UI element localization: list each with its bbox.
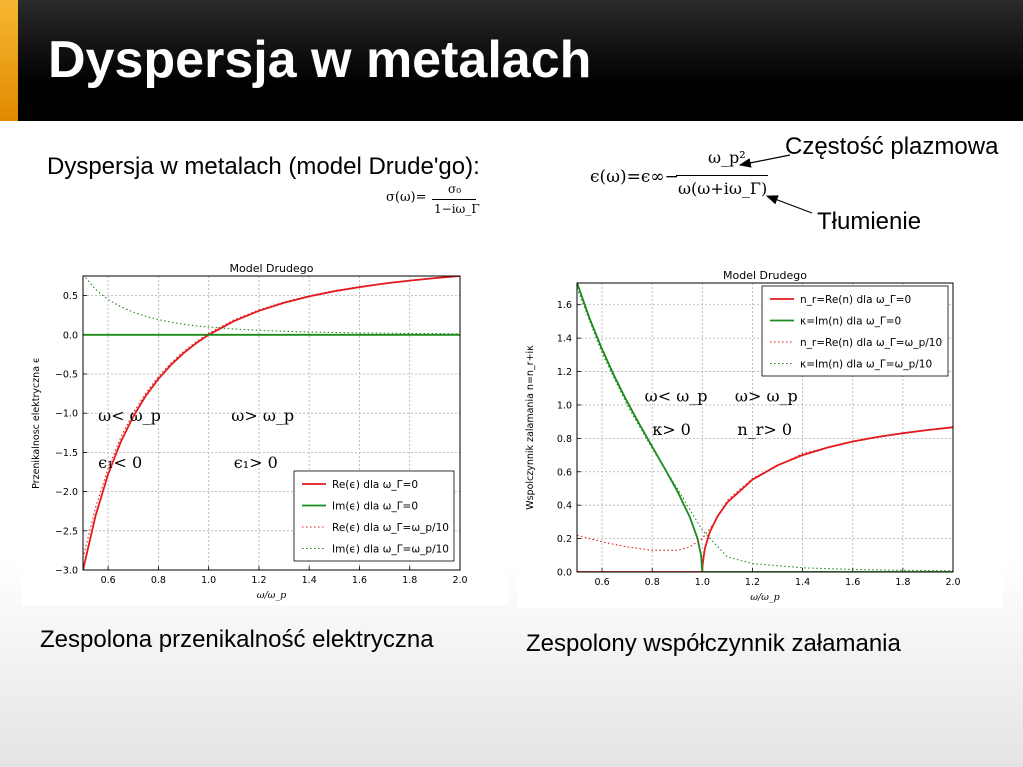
legend-entry: Re(ϵ) dla ω_Γ=0 [332,479,418,491]
epsilon-formula-denominator: ω(ω+iω_Γ) [678,179,768,198]
x-axis-label: ω/ω_p [750,592,780,603]
x-tick-label: 1.2 [745,577,760,588]
y-tick-label: 1.6 [557,300,572,311]
epsilon-formula-bar [676,175,768,176]
series-line-2 [83,276,460,559]
x-tick-label: 0.6 [595,577,610,588]
y-axis-label: Przenikalnosc elektryczna ϵ [31,357,42,489]
x-tick-label: 1.4 [302,575,317,586]
x-tick-label: 0.8 [151,575,166,586]
legend-entry: Re(ϵ) dla ω_Γ=ω_p/10 [332,522,449,534]
plot-frame [576,282,954,573]
sigma-formula-denominator: 1−iω_Γ [434,202,480,216]
caption-right: Zespolony współczynnik załamania [526,630,901,657]
legend: n_r=Re(n) dla ω_Γ=0 κ=Im(n) dla ω_Γ=0 n_r=… [761,285,949,377]
y-tick-label: −0.5 [55,370,78,381]
y-tick-label: −1.5 [55,448,78,459]
series-line-3 [577,287,953,572]
legend-entry: κ=Im(n) dla ω_Γ=ω_p/10 [800,359,932,371]
epsilon-formula: ϵ(ω)=ϵ∞− ω_p² ω(ω+iω_Γ) [588,148,778,204]
plasma-frequency-label: Częstość plazmowa [785,133,999,160]
annotation-label: n_r> 0 [737,420,792,439]
x-tick-label: 1.0 [695,577,710,588]
x-tick-label: 1.8 [895,577,910,588]
permittivity-chart: 0.6 0.8 1.0 1.2 1.4 1.6 1.8 2.0 0.5 0.0 −0.5 −1.0 −1… [22,240,508,605]
series-line-2 [577,426,953,551]
y-tick-label: 0.5 [63,291,78,302]
x-tick-label: 1.2 [251,575,266,586]
legend-entry: κ=Im(n) dla ω_Γ=0 [800,316,901,328]
y-tick-label: 0.6 [557,467,572,478]
header-accent-bar [0,0,18,121]
x-tick-label: 0.8 [645,577,660,588]
y-tick-label: −2.5 [55,526,78,537]
y-tick-label: 0.0 [557,568,572,579]
sigma-formula-bar [432,199,476,200]
sigma-formula: σ(ω)= σ₀ 1−iω_Γ [386,182,486,220]
y-tick-label: 0.0 [63,330,78,341]
legend-entry: n_r=Re(n) dla ω_Γ=ω_p/10 [800,337,942,349]
damping-label: Tłumienie [817,208,922,235]
y-tick-label: 1.0 [557,400,572,411]
epsilon-formula-lhs: ϵ(ω)=ϵ∞− [590,167,679,187]
annotation-label: ϵ₁< 0 [98,453,142,472]
legend: Re(ϵ) dla ω_Γ=0 Im(ϵ) dla ω_Γ=0 Re(ϵ) dla … [293,470,455,562]
sigma-formula-lhs: σ(ω)= [386,190,427,205]
sigma-formula-numerator: σ₀ [448,182,462,196]
refractive-index-chart: 0.6 0.8 1.0 1.2 1.4 1.6 1.8 2.0 1.6 1.4 1.2 1.0 0.8 0… [517,246,1003,608]
legend-entry: Im(ϵ) dla ω_Γ=ω_p/10 [332,544,449,556]
x-tick-label: 2.0 [945,577,960,588]
plasma-arrow [738,154,791,168]
y-axis-label: Wspolczynnik zalamania n=n_r+iκ [525,345,536,510]
epsilon-formula-numerator: ω_p² [708,148,746,167]
x-tick-label: 1.4 [795,577,810,588]
annotation-label: κ> 0 [652,420,691,439]
x-tick-label: 1.0 [201,575,216,586]
chart-title: Model Drudego [723,269,807,282]
x-axis-label: ω/ω_p [257,590,287,601]
legend-entry: n_r=Re(n) dla ω_Γ=0 [800,294,911,306]
damping-arrow [765,195,813,214]
y-tick-label: −1.0 [55,409,78,420]
y-tick-label: −3.0 [55,566,78,577]
y-tick-label: 1.4 [557,334,572,345]
y-tick-label: 0.8 [557,434,572,445]
annotation-label: ω< ω_p [98,406,161,425]
x-tick-label: 2.0 [452,575,467,586]
caption-left: Zespolona przenikalność elektryczna [40,626,434,653]
x-tick-label: 0.6 [101,575,116,586]
y-tick-label: −2.0 [55,487,78,498]
annotation-label: ω< ω_p [645,387,708,406]
x-tick-label: 1.6 [845,577,860,588]
series-line-0 [577,426,953,572]
x-tick-label: 1.8 [402,575,417,586]
y-tick-label: 0.2 [557,534,572,545]
series-line-3 [83,276,460,335]
chart-title: Model Drudego [230,262,314,275]
annotation-label: ϵ₁> 0 [234,453,278,472]
y-tick-label: 0.4 [557,501,572,512]
slide-title: Dyspersja w metalach [48,31,592,89]
subtitle: Dyspersja w metalach (model Drude'go): [47,153,480,180]
plot-frame [82,275,461,571]
annotation-label: ω> ω_p [735,387,798,406]
x-tick-label: 1.6 [352,575,367,586]
annotation-label: ω> ω_p [231,406,294,425]
slide-header: Dyspersja w metalach [0,0,1023,121]
legend-entry: Im(ϵ) dla ω_Γ=0 [332,501,418,513]
y-tick-label: 1.2 [557,367,572,378]
